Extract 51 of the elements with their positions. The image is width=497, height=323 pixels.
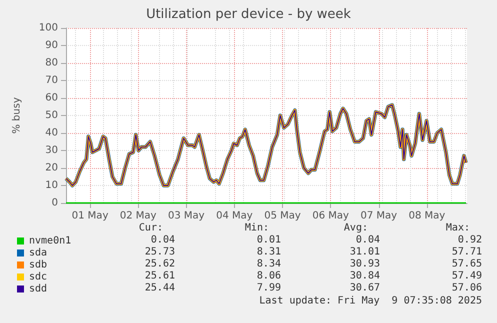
y-tick-label: 0 <box>52 198 58 208</box>
text: 7.99 <box>256 282 281 294</box>
text: 8.06 <box>256 270 281 282</box>
text: 8.34 <box>256 258 281 270</box>
text: 57.65 <box>452 258 482 270</box>
text: 0.04 <box>150 234 175 246</box>
text: 57.49 <box>452 270 482 282</box>
y-tick-label: 60 <box>45 92 58 104</box>
x-tick-label: 06 May <box>312 210 350 222</box>
x-tick-label: 05 May <box>264 210 301 222</box>
text: 30.67 <box>350 282 380 294</box>
legend-label: nvme0n1 <box>29 236 72 246</box>
x-tick-label: 04 May <box>216 210 253 222</box>
text: 0.04 <box>356 234 380 246</box>
legend-label: sda <box>29 248 48 258</box>
y-axis-title: % busy <box>12 97 22 134</box>
text: Avg: <box>344 222 368 234</box>
y-tick-label: 30 <box>45 145 58 156</box>
text: 25.44 <box>144 282 175 294</box>
text: 25.61 <box>144 270 175 282</box>
text: 31.01 <box>350 246 380 258</box>
chart-title: Utilization per device - by week <box>146 7 352 22</box>
x-tick-label: 03 May <box>168 210 205 222</box>
y-tick-label: 50 <box>45 110 58 121</box>
text: 57.06 <box>452 282 482 294</box>
text: Cur: <box>138 222 163 234</box>
x-tick-label: 08 May <box>408 210 446 222</box>
y-tick-label: 80 <box>45 58 58 68</box>
x-tick-label: 01 May <box>72 210 108 222</box>
text: Last update: Fri May 9 07:35:08 2025 <box>259 296 482 306</box>
y-tick-label: 10 <box>45 180 58 191</box>
x-tick-label: 02 May <box>120 210 157 222</box>
text: 25.73 <box>144 246 175 258</box>
text: Max: <box>446 222 470 234</box>
text: 30.93 <box>350 258 380 270</box>
x-tick-label: 07 May <box>360 210 398 222</box>
text: 0.92 <box>458 234 482 246</box>
text: 25.62 <box>144 258 175 270</box>
y-tick-label: 70 <box>45 75 58 86</box>
y-tick-label: 40 <box>45 128 58 138</box>
legend-label: sdb <box>29 260 48 270</box>
legend-label: sdd <box>29 284 48 294</box>
y-tick-label: 20 <box>45 162 58 174</box>
y-tick-label: 90 <box>45 40 58 51</box>
text: 8.31 <box>256 246 281 258</box>
legend-label: sdc <box>29 272 48 282</box>
text: 57.71 <box>452 246 482 258</box>
text: 30.84 <box>350 270 380 282</box>
y-tick-label: 100 <box>38 22 58 34</box>
text: Min: <box>244 222 269 234</box>
text: 0.01 <box>256 234 281 246</box>
